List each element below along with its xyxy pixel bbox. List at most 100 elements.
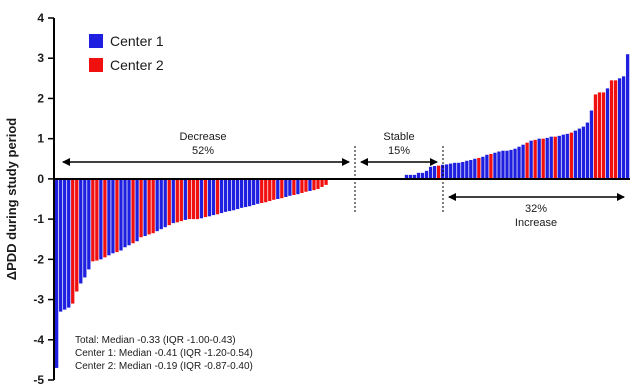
bar: [525, 142, 529, 179]
bar: [171, 178, 175, 224]
bar: [573, 130, 578, 179]
bar: [83, 178, 87, 278]
bar: [505, 150, 509, 179]
bar: [91, 178, 95, 262]
bar: [541, 138, 545, 179]
bar: [163, 178, 167, 228]
bar: [473, 158, 477, 179]
y-tick-label: -5: [33, 373, 44, 385]
bar: [485, 154, 489, 179]
bar: [139, 178, 143, 238]
bar: [569, 132, 573, 179]
bar: [268, 178, 272, 202]
bar: [79, 178, 83, 284]
bar: [457, 162, 461, 179]
bar: [420, 172, 425, 179]
y-ticks: -5 -4 -3 -2 -1 0 1 2 3 4: [33, 11, 54, 385]
bar: [215, 178, 220, 215]
bar: [235, 178, 240, 210]
bar: [308, 178, 312, 191]
bar: [183, 178, 187, 220]
bar: [127, 178, 131, 246]
bar: [436, 165, 441, 179]
bar: [95, 178, 99, 261]
y-tick-label: 4: [37, 11, 44, 25]
bar: [585, 122, 590, 179]
bar: [256, 178, 260, 204]
bar: [227, 178, 232, 212]
bar: [481, 156, 485, 179]
bar: [489, 153, 493, 179]
bar: [211, 178, 216, 216]
y-tick-label: 1: [37, 132, 44, 146]
bar: [115, 178, 119, 253]
bar: [280, 178, 284, 199]
increase-pct: 32%: [525, 203, 547, 215]
bar: [231, 178, 236, 211]
legend-swatch-center-2: [89, 58, 103, 72]
bar: [517, 146, 521, 179]
bar: [324, 178, 328, 185]
y-tick-label: -4: [33, 333, 44, 347]
bar: [465, 160, 469, 179]
bar: [239, 178, 244, 208]
stats-center-2: Center 2: Median -0.19 (IQR -0.87-0.40): [75, 361, 253, 372]
legend-label-center-1: Center 1: [110, 33, 164, 49]
legend-swatch-center-1: [89, 34, 103, 48]
legend-label-center-2: Center 2: [110, 57, 164, 73]
bar: [601, 92, 606, 179]
bar: [316, 178, 320, 189]
y-tick-label: 0: [37, 172, 44, 186]
bar: [621, 76, 626, 179]
bar: [493, 152, 497, 179]
bar: [59, 178, 63, 312]
bar: [99, 178, 103, 260]
bar: [497, 151, 501, 179]
bar: [416, 172, 421, 179]
bar: [428, 166, 433, 179]
bar: [597, 92, 602, 179]
bar: [453, 162, 457, 179]
bar: [292, 178, 296, 195]
bar: [537, 138, 541, 179]
bar: [107, 178, 111, 256]
bar: [617, 78, 622, 179]
bar: [260, 178, 264, 204]
stats-center-1: Center 1: Median -0.41 (IQR -1.20-0.54): [75, 348, 253, 359]
bar: [296, 178, 300, 195]
bar: [613, 80, 618, 179]
bar: [288, 178, 292, 196]
bar: [167, 178, 171, 226]
bar: [557, 135, 561, 179]
bar: [63, 178, 67, 310]
bar: [529, 140, 533, 179]
bar: [75, 178, 79, 292]
bar: [199, 178, 204, 219]
bar: [179, 178, 183, 222]
bar: [509, 149, 513, 179]
bar: [219, 178, 224, 214]
bar: [477, 157, 481, 179]
bar: [143, 178, 147, 237]
bar: [461, 162, 465, 179]
bar: [207, 178, 212, 217]
bar: [155, 178, 159, 232]
bar: [264, 178, 268, 203]
bar: [103, 178, 107, 258]
bar: [589, 110, 594, 179]
bar: [71, 178, 75, 304]
bar: [243, 178, 248, 208]
bar: [151, 178, 155, 234]
y-tick-label: -3: [33, 293, 44, 307]
stats-total: Total: Median -0.33 (IQR -1.00-0.43): [75, 335, 236, 346]
bar: [513, 148, 517, 179]
bar: [191, 178, 196, 220]
bar: [252, 178, 256, 206]
bar: [412, 174, 417, 179]
bar: [625, 54, 630, 179]
bar: [565, 133, 569, 179]
y-tick-label: -2: [33, 252, 44, 266]
bar: [320, 178, 324, 187]
bar: [501, 150, 505, 179]
bar: [248, 178, 252, 207]
